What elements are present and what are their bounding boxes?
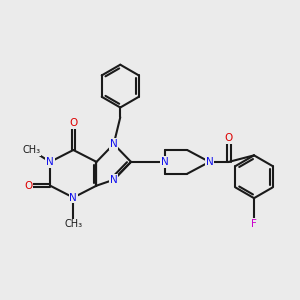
Text: O: O [69, 118, 77, 128]
Text: O: O [225, 133, 233, 143]
Text: N: N [206, 157, 213, 167]
Text: N: N [161, 157, 169, 167]
Text: N: N [46, 157, 54, 167]
Text: F: F [251, 219, 257, 229]
Text: CH₃: CH₃ [22, 145, 40, 155]
Text: CH₃: CH₃ [64, 219, 83, 229]
Text: N: N [110, 139, 118, 149]
Text: N: N [110, 175, 118, 185]
Text: O: O [24, 181, 32, 191]
Text: N: N [69, 193, 77, 202]
